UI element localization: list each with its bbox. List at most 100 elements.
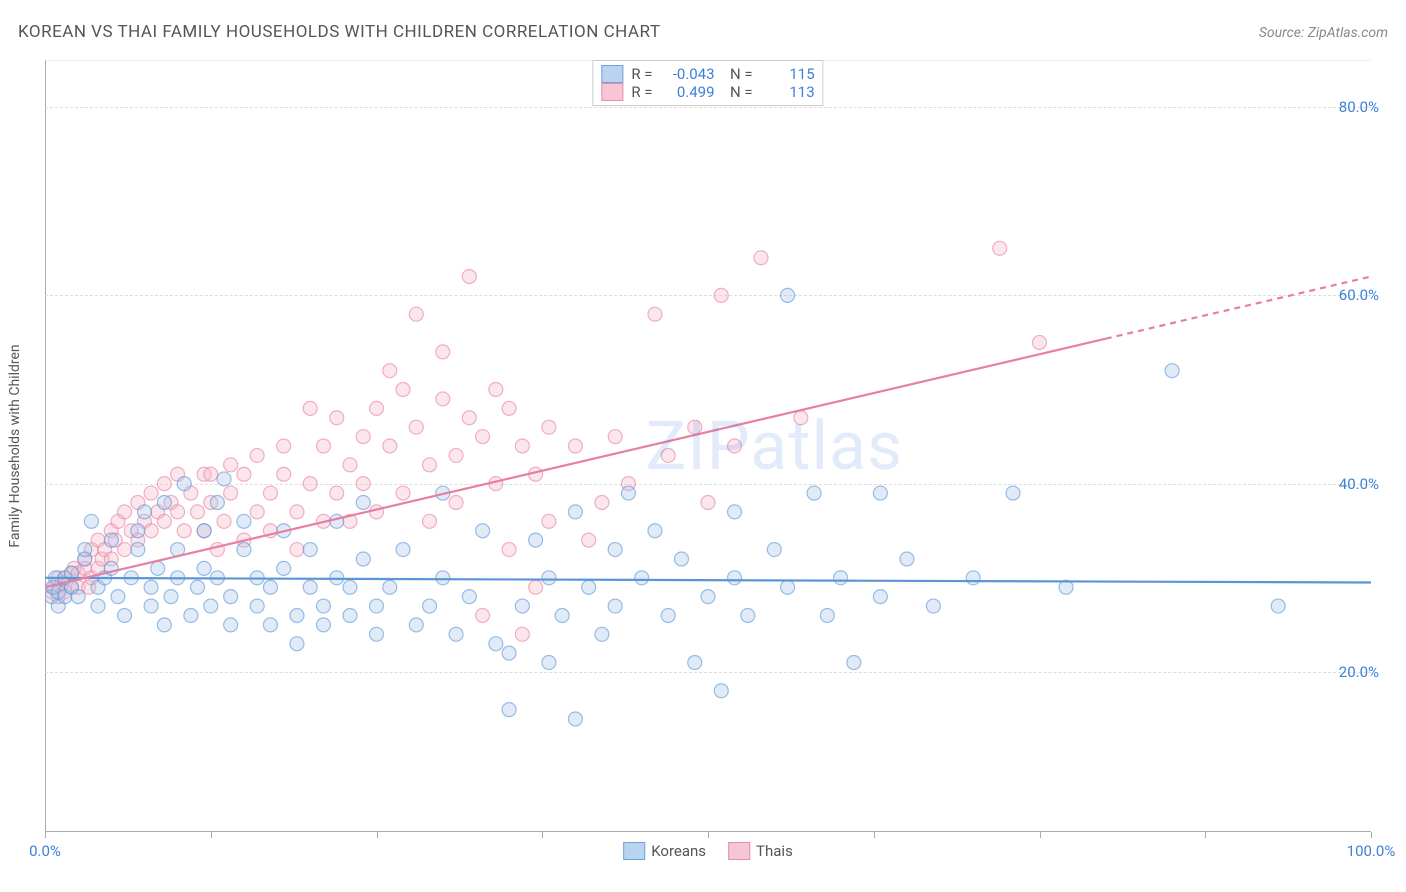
- data-point: [529, 533, 543, 547]
- legend-row-koreans: R = -0.043 N = 115: [601, 65, 814, 83]
- data-point: [834, 571, 848, 585]
- data-point: [250, 599, 264, 613]
- data-point: [210, 495, 224, 509]
- data-point: [595, 495, 609, 509]
- data-point: [184, 608, 198, 622]
- data-point: [144, 486, 158, 500]
- data-point: [423, 458, 437, 472]
- data-point: [171, 505, 185, 519]
- data-point: [316, 439, 330, 453]
- data-point: [303, 580, 317, 594]
- data-point: [701, 495, 715, 509]
- data-point: [582, 580, 596, 594]
- data-point: [131, 543, 145, 557]
- data-point: [330, 514, 344, 528]
- data-point: [383, 580, 397, 594]
- data-point: [436, 345, 450, 359]
- data-point: [423, 514, 437, 528]
- data-point: [462, 270, 476, 284]
- x-tick: [874, 832, 875, 838]
- data-point: [204, 599, 218, 613]
- data-point: [396, 543, 410, 557]
- data-point: [515, 439, 529, 453]
- data-point: [356, 552, 370, 566]
- swatch-thais: [601, 83, 623, 101]
- data-point: [224, 458, 238, 472]
- n-label: N =: [723, 65, 753, 83]
- data-point: [197, 524, 211, 538]
- data-point: [1271, 599, 1285, 613]
- data-point: [542, 514, 556, 528]
- scatter-plot: [45, 60, 1371, 832]
- data-point: [462, 411, 476, 425]
- r-value-thais: 0.499: [661, 83, 715, 101]
- data-point: [356, 495, 370, 509]
- data-point: [462, 590, 476, 604]
- data-point: [224, 618, 238, 632]
- data-point: [303, 477, 317, 491]
- data-point: [151, 561, 165, 575]
- data-point: [237, 514, 251, 528]
- data-point: [409, 420, 423, 434]
- data-point: [648, 524, 662, 538]
- data-point: [157, 477, 171, 491]
- data-point: [330, 486, 344, 500]
- data-point: [754, 251, 768, 265]
- data-point: [197, 561, 211, 575]
- data-point: [741, 608, 755, 622]
- swatch-thais: [728, 842, 750, 860]
- data-point: [177, 477, 191, 491]
- data-point: [409, 307, 423, 321]
- data-point: [449, 627, 463, 641]
- data-point: [714, 288, 728, 302]
- data-point: [555, 608, 569, 622]
- data-point: [370, 505, 384, 519]
- data-point: [728, 505, 742, 519]
- data-point: [224, 486, 238, 500]
- n-value-thais: 113: [761, 83, 815, 101]
- n-value-koreans: 115: [761, 65, 815, 83]
- chart-title: KOREAN VS THAI FAMILY HOUSEHOLDS WITH CH…: [18, 22, 660, 42]
- data-point: [688, 420, 702, 434]
- data-point: [396, 486, 410, 500]
- data-point: [794, 411, 808, 425]
- x-tick: [1205, 832, 1206, 838]
- data-point: [635, 571, 649, 585]
- r-label: R =: [631, 65, 652, 83]
- data-point: [661, 608, 675, 622]
- data-point: [144, 599, 158, 613]
- data-point: [449, 448, 463, 462]
- data-point: [290, 608, 304, 622]
- data-point: [303, 401, 317, 415]
- data-point: [502, 646, 516, 660]
- data-point: [688, 656, 702, 670]
- x-tick: [45, 832, 46, 838]
- data-point: [423, 599, 437, 613]
- data-point: [237, 543, 251, 557]
- r-value-koreans: -0.043: [661, 65, 715, 83]
- swatch-koreans: [623, 842, 645, 860]
- data-point: [356, 477, 370, 491]
- source-prefix: Source:: [1259, 25, 1308, 41]
- x-tick: [1040, 832, 1041, 838]
- data-point: [190, 505, 204, 519]
- data-point: [144, 580, 158, 594]
- x-tick-label: 0.0%: [29, 842, 61, 860]
- r-label: R =: [631, 83, 652, 101]
- data-point: [608, 599, 622, 613]
- data-point: [157, 514, 171, 528]
- data-point: [502, 543, 516, 557]
- data-point: [277, 561, 291, 575]
- data-point: [608, 430, 622, 444]
- data-point: [409, 618, 423, 632]
- data-point: [476, 524, 490, 538]
- data-point: [250, 505, 264, 519]
- data-point: [370, 401, 384, 415]
- data-point: [847, 656, 861, 670]
- data-point: [542, 656, 556, 670]
- data-point: [343, 608, 357, 622]
- data-point: [164, 590, 178, 604]
- data-point: [873, 486, 887, 500]
- legend-label-thais: Thais: [756, 842, 793, 860]
- data-point: [190, 580, 204, 594]
